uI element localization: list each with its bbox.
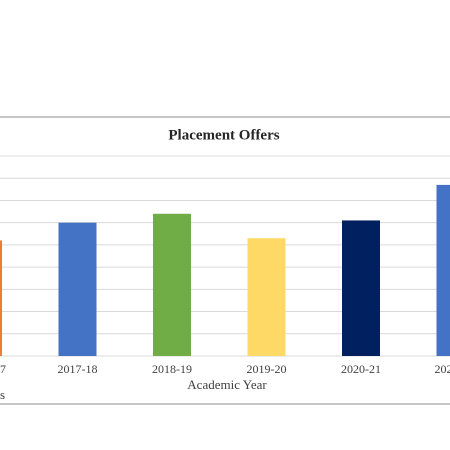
x-tick-label: 2019-20 <box>247 362 287 376</box>
bar <box>58 222 97 356</box>
chart-title: Placement Offers <box>168 127 279 143</box>
x-tick-label: 2020-21 <box>341 362 381 376</box>
x-tick-label: 2018-19 <box>152 362 192 376</box>
x-axis-label: Academic Year <box>187 377 267 392</box>
legend-fragment: s <box>0 387 5 402</box>
bar <box>247 238 286 356</box>
bar <box>436 184 450 356</box>
bar <box>153 213 191 356</box>
x-tick-label: 202 <box>435 362 450 376</box>
bar <box>0 240 2 356</box>
x-tick-label: 2017-18 <box>58 362 98 376</box>
x-tick-label: 7 <box>0 362 6 376</box>
bar <box>342 220 380 356</box>
